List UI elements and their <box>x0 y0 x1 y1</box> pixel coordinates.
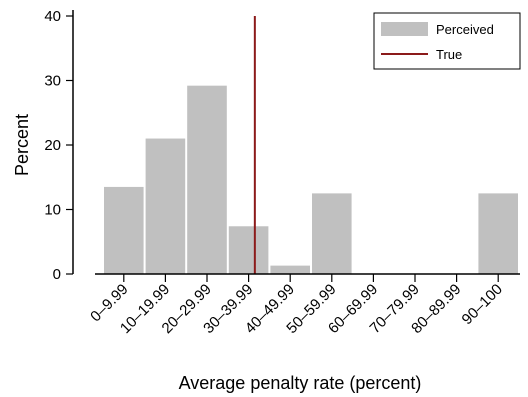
y-tick-label: 10 <box>44 202 61 219</box>
bar <box>270 265 310 274</box>
bar <box>312 193 352 275</box>
y-tick-label: 40 <box>44 8 61 25</box>
x-axis-label: Average penalty rate (percent) <box>179 373 422 393</box>
bar <box>145 138 186 274</box>
bar <box>187 85 227 274</box>
y-ticks-group: 0 10 20 30 40 <box>44 8 73 283</box>
bar <box>228 226 269 274</box>
x-ticks-group: 0–9.9910–19.9920–29.9930–39.9940–49.9950… <box>87 274 506 337</box>
bar <box>104 186 144 274</box>
legend: Perceived True <box>373 12 521 70</box>
y-tick-label: 0 <box>53 266 61 283</box>
legend-swatch-perceived <box>381 22 428 36</box>
bars-group <box>104 85 518 275</box>
legend-label-true: True <box>436 47 462 62</box>
legend-label-perceived: Perceived <box>436 22 494 37</box>
y-tick-label: 30 <box>44 73 61 90</box>
y-tick-label: 20 <box>44 137 61 154</box>
bar <box>478 193 518 275</box>
x-tick-label: 90–100 <box>459 281 506 328</box>
y-axis-label: Percent <box>12 114 32 176</box>
